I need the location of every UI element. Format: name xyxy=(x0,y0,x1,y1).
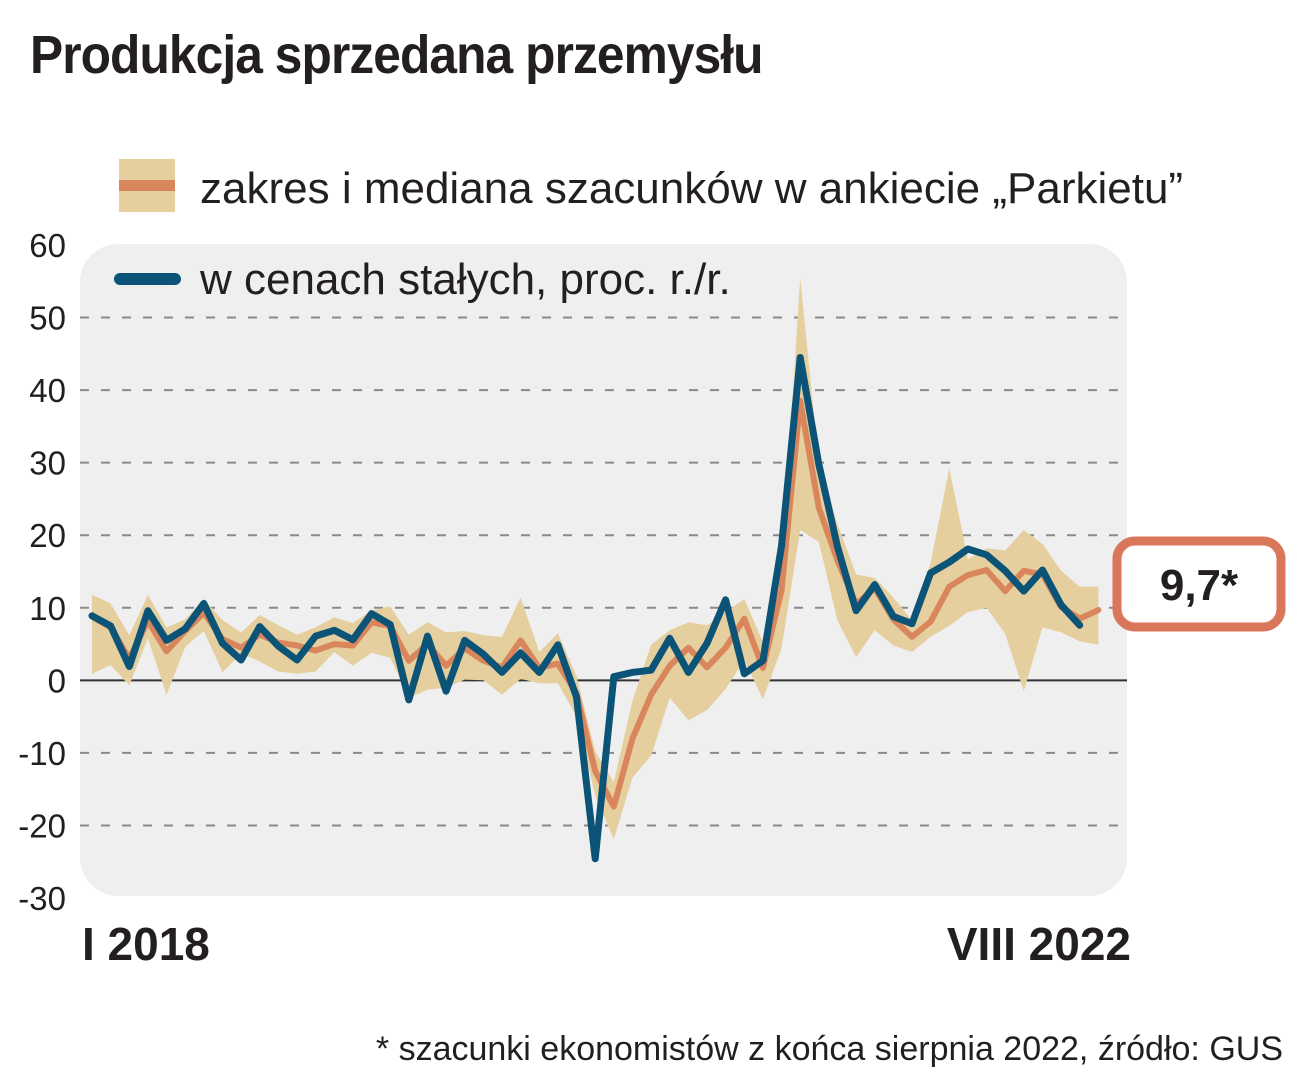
y-tick-label: -20 xyxy=(18,807,66,844)
plot-panel xyxy=(80,244,1127,896)
y-axis-ticks: 60 50 40 30 20 10 0 -10 -20 -30 xyxy=(18,227,66,917)
footnote: * szacunki ekonomistów z końca sierpnia … xyxy=(375,1030,1283,1068)
callout-label: 9,7* xyxy=(1160,561,1239,610)
legend-median-swatch xyxy=(119,180,175,191)
x-end-label: VIII 2022 xyxy=(947,918,1131,970)
legend-item-band: zakres i mediana szacunków w ankiecie „P… xyxy=(119,159,1183,213)
y-tick-label: 50 xyxy=(29,300,66,337)
median-line xyxy=(89,398,1102,810)
y-tick-label: 10 xyxy=(29,590,66,627)
legend-band-label: zakres i mediana szacunków w ankiecie „P… xyxy=(200,164,1183,213)
value-callout: 9,7* xyxy=(1112,536,1286,632)
series-layer xyxy=(88,277,1102,863)
legend-item-line: w cenach stałych, proc. r./r. xyxy=(114,255,731,304)
x-start-label: I 2018 xyxy=(82,918,210,970)
gridlines xyxy=(80,316,1127,827)
y-tick-label: -10 xyxy=(18,735,66,772)
y-tick-label: -30 xyxy=(18,880,66,917)
y-tick-label: 60 xyxy=(29,227,66,264)
y-tick-label: 20 xyxy=(29,517,66,554)
legend: zakres i mediana szacunków w ankiecie „P… xyxy=(114,159,1183,304)
actual-line xyxy=(88,354,1084,863)
chart-title: Produkcja sprzedana przemysłu xyxy=(30,25,764,85)
y-tick-label: 30 xyxy=(29,445,66,482)
callout-box xyxy=(1112,536,1286,632)
y-tick-label: 0 xyxy=(48,662,66,699)
legend-line-label: w cenach stałych, proc. r./r. xyxy=(199,255,731,304)
y-tick-label: 40 xyxy=(29,372,66,409)
